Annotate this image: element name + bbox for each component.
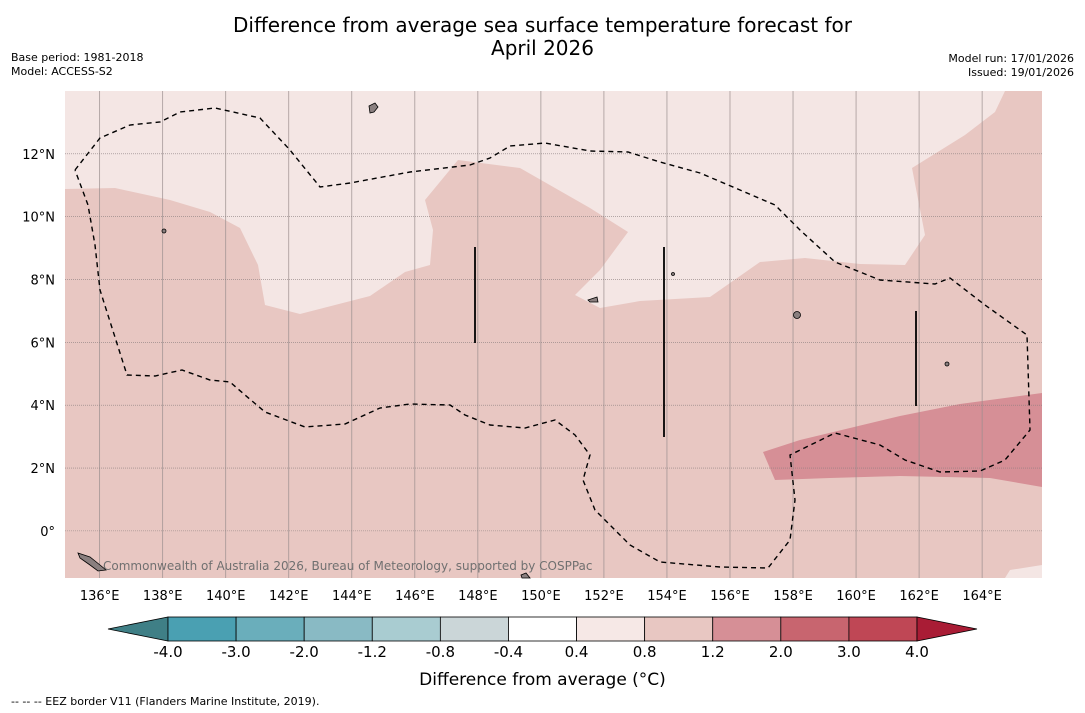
colorbar-tick-label: -3.0 — [221, 643, 251, 661]
longitude-label: 158°E — [773, 589, 813, 604]
longitude-label: 152°E — [584, 589, 624, 604]
island-south — [520, 572, 531, 579]
islands — [77, 102, 950, 579]
meta-right: Model run: 17/01/2026 Issued: 19/01/2026 — [948, 52, 1074, 80]
colorbar-tick-label: 4.0 — [905, 643, 929, 661]
chart-title: Difference from average sea surface temp… — [0, 14, 1085, 60]
longitude-label: 140°E — [206, 589, 246, 604]
island-north-west — [368, 102, 379, 114]
island-palau — [77, 552, 107, 572]
colorbar-tick-label: -0.4 — [493, 643, 524, 661]
colorbar-segment — [780, 616, 850, 642]
longitude-label: 164°E — [962, 589, 1002, 604]
longitude-label: 146°E — [395, 589, 435, 604]
model-run: Model run: 17/01/2026 — [948, 52, 1074, 65]
island-b — [793, 311, 801, 319]
colorbar — [107, 616, 978, 642]
longitude-label: 142°E — [269, 589, 309, 604]
model-name: Model: ACCESS-S2 — [11, 65, 113, 78]
colorbar-tick-label: 0.4 — [564, 643, 589, 661]
colorbar-tick-label: 3.0 — [836, 643, 861, 661]
latitude-label: 12°N — [22, 148, 55, 163]
colorbar-tick-label: -1.2 — [357, 643, 387, 661]
longitude-label: 150°E — [521, 589, 561, 604]
island-c — [944, 361, 950, 367]
grid-lines — [65, 91, 1042, 578]
colorbar-tick-label: 0.8 — [632, 643, 657, 661]
island-e — [671, 272, 675, 276]
colorbar-segment — [371, 616, 441, 642]
light-strip-bottom-right — [1005, 565, 1042, 578]
colorbar-arrow-high — [916, 616, 978, 642]
colorbar-segment — [235, 616, 305, 642]
longitude-label: 154°E — [647, 589, 687, 604]
latitude-label: 6°N — [31, 336, 56, 351]
light-anomaly-region — [65, 91, 1005, 314]
longitude-label: 136°E — [80, 589, 120, 604]
issued-date: Issued: 19/01/2026 — [967, 66, 1074, 79]
longitude-label: 148°E — [458, 589, 498, 604]
latitude-label: 0° — [40, 525, 55, 540]
colorbar-segment — [439, 616, 509, 642]
colorbar-segment — [644, 616, 714, 642]
title-line-1: Difference from average sea surface temp… — [232, 13, 852, 37]
latitude-label: 10°N — [22, 211, 55, 226]
title-line-2: April 2026 — [491, 36, 594, 60]
colorbar-segment — [167, 616, 237, 642]
island-d — [587, 296, 599, 303]
longitude-label: 156°E — [710, 589, 750, 604]
colorbar-tick-label: -2.0 — [289, 643, 319, 661]
footnote: -- -- -- EEZ border V11 (Flanders Marine… — [11, 695, 320, 708]
colorbar-tick-label: 1.2 — [700, 643, 725, 661]
colorbar-segment — [576, 616, 646, 642]
colorbar-label: Difference from average (°C) — [419, 670, 666, 690]
colorbar-segment — [848, 616, 918, 642]
colorbar-segment — [508, 616, 577, 642]
latitude-label: 2°N — [31, 462, 56, 477]
colorbar-tick-label: 2.0 — [768, 643, 793, 661]
longitude-label: 144°E — [332, 589, 372, 604]
colorbar-tick-label: -4.0 — [153, 643, 183, 661]
colorbar-segment — [303, 616, 373, 642]
island-a — [161, 228, 167, 234]
map-panel: Commonwealth of Australia 2026, Bureau o… — [22, 91, 1042, 604]
latitude-labels: 12°N 10°N 8°N 6°N 4°N 2°N 0° — [22, 148, 55, 540]
longitude-labels: 136°E 138°E 140°E 142°E 144°E 146°E 148°E 150°E… — [80, 589, 1002, 604]
colorbar-segment — [712, 616, 782, 642]
colorbar-tick-label: -0.8 — [425, 643, 455, 661]
latitude-label: 8°N — [31, 274, 56, 289]
longitude-label: 162°E — [899, 589, 939, 604]
longitude-label: 138°E — [143, 589, 183, 604]
map-watermark: Commonwealth of Australia 2026, Bureau o… — [103, 559, 593, 573]
warm-anomaly-region — [763, 393, 1042, 487]
meta-left: Base period: 1981-2018 Model: ACCESS-S2 — [11, 51, 143, 79]
base-period: Base period: 1981-2018 — [11, 51, 144, 64]
colorbar-arrow-low — [107, 616, 169, 642]
longitude-label: 160°E — [836, 589, 876, 604]
latitude-label: 4°N — [31, 399, 56, 414]
